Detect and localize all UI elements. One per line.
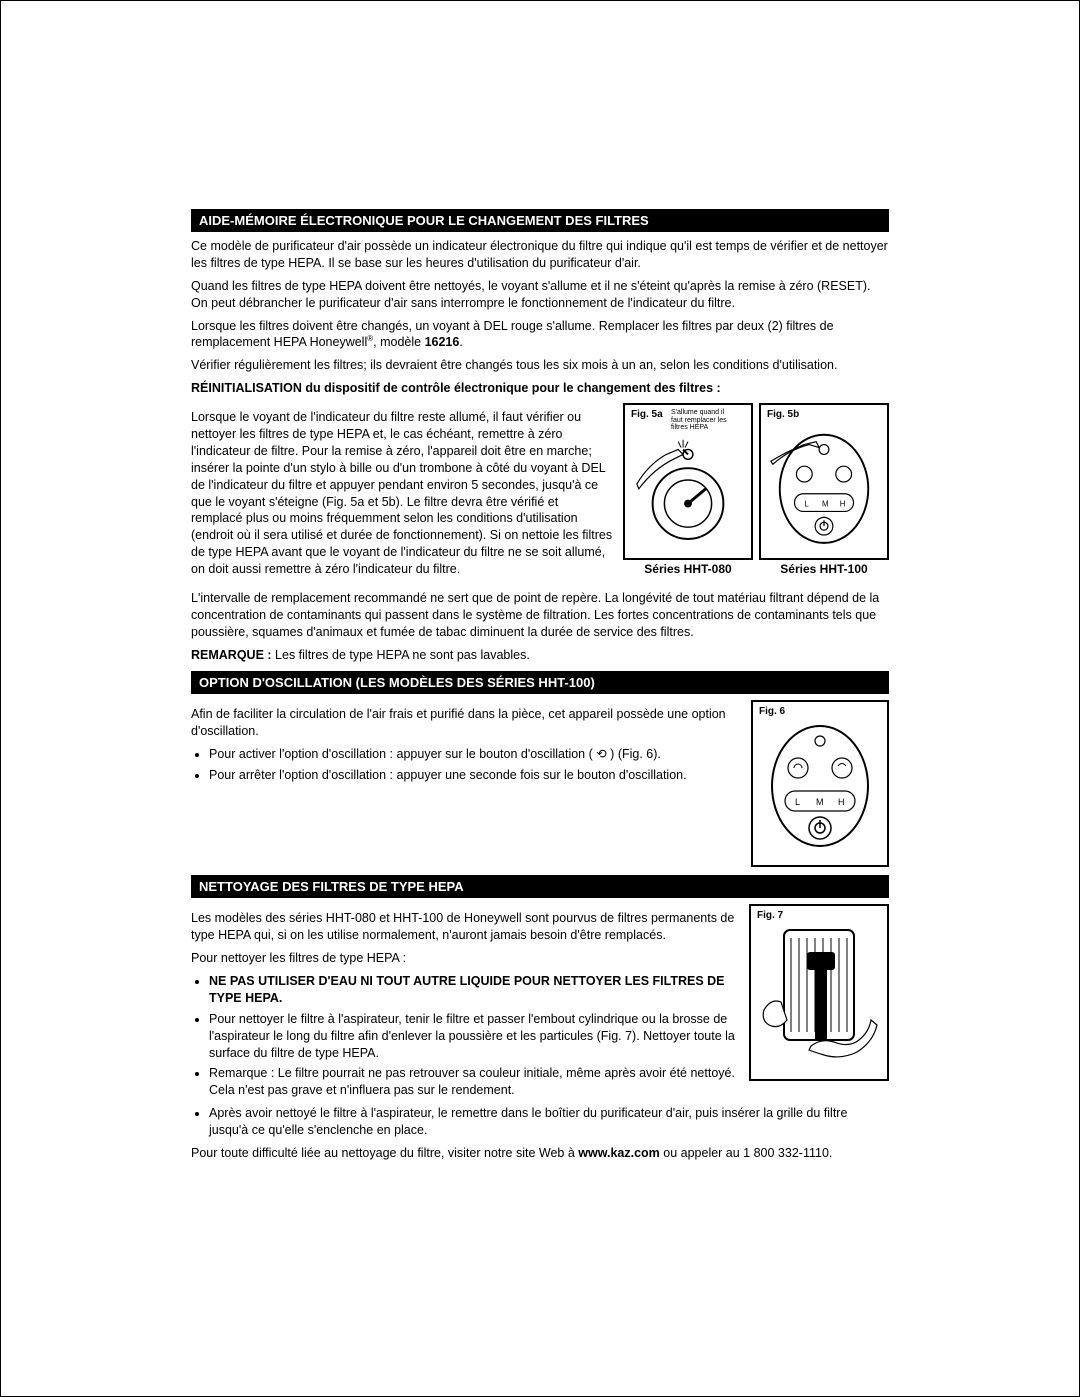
remark-label: REMARQUE :: [191, 648, 272, 662]
text: Lorsque les filtres doivent être changés…: [191, 319, 834, 350]
model-number: 16216: [425, 336, 460, 350]
list-item-warning: NE PAS UTILISER D'EAU NI TOUT AUTRE LIQU…: [209, 973, 739, 1007]
paragraph: REMARQUE : Les filtres de type HEPA ne s…: [191, 647, 889, 664]
paragraph: Lorsque les filtres doivent être changés…: [191, 318, 889, 352]
section-header-oscillation: OPTION D'OSCILLATION (LES MODÈLES DES SÉ…: [191, 671, 889, 694]
figure-label: Fig. 7: [757, 910, 783, 921]
paragraph: Ce modèle de purificateur d'air possède …: [191, 238, 889, 272]
text: ou appeler au 1 800 332-1110.: [660, 1146, 833, 1160]
paragraph: Pour toute difficulté liée au nettoyage …: [191, 1145, 889, 1162]
cleaning-row: Les modèles des séries HHT-080 et HHT-10…: [191, 904, 889, 1103]
reset-instructions-row: Lorsque le voyant de l'indicateur du fil…: [191, 403, 889, 584]
figure-caption: Séries HHT-100: [759, 562, 889, 576]
section-header-cleaning: NETTOYAGE DES FILTRES DE TYPE HEPA: [191, 875, 889, 898]
paragraph: Quand les filtres de type HEPA doivent ê…: [191, 278, 889, 312]
section-header-filter-reminder: AIDE-MÉMOIRE ÉLECTRONIQUE POUR LE CHANGE…: [191, 209, 889, 232]
bullet-list-continued: Après avoir nettoyé le filtre à l'aspira…: [191, 1105, 889, 1139]
paragraph: Pour nettoyer les filtres de type HEPA :: [191, 950, 739, 967]
figure-5a: Fig. 5a S'allume quand il faut remplacer…: [623, 403, 753, 560]
text: .: [459, 336, 462, 350]
text: , modèle: [373, 336, 424, 350]
figure-6: Fig. 6 L M H: [751, 700, 889, 867]
paragraph: Les modèles des séries HHT-080 et HHT-10…: [191, 910, 739, 944]
control-panel-100-icon: L M H: [765, 409, 883, 549]
subheading-reset: RÉINITIALISATION du dispositif de contrô…: [191, 380, 889, 397]
list-item: Après avoir nettoyé le filtre à l'aspira…: [209, 1105, 889, 1139]
svg-text:L: L: [804, 500, 809, 509]
svg-text:H: H: [838, 797, 845, 807]
paragraph: Afin de faciliter la circulation de l'ai…: [191, 706, 741, 740]
list-item: Pour arrêter l'option d'oscillation : ap…: [209, 767, 741, 784]
figure-sublabel: S'allume quand il faut remplacer les fil…: [671, 409, 731, 431]
figure-5b: Fig. 5b L M H: [759, 403, 889, 560]
list-item: Remarque : Le filtre pourrait ne pas ret…: [209, 1065, 739, 1099]
svg-text:L: L: [795, 797, 800, 807]
paragraph: L'intervalle de remplacement recommandé …: [191, 590, 889, 641]
oscillation-row: Afin de faciliter la circulation de l'ai…: [191, 700, 889, 867]
figure-pair-5: Fig. 5a S'allume quand il faut remplacer…: [623, 403, 889, 576]
figure-label: Fig. 5a: [631, 409, 663, 420]
text: Les filtres de type HEPA ne sont pas lav…: [272, 648, 530, 662]
filter-vacuum-icon: [755, 910, 883, 1070]
bullet-list: Pour activer l'option d'oscillation : ap…: [191, 746, 741, 784]
list-item: Pour activer l'option d'oscillation : ap…: [209, 746, 741, 763]
svg-text:H: H: [840, 500, 846, 509]
figure-7: Fig. 7: [749, 904, 889, 1081]
figure-label: Fig. 6: [759, 706, 785, 717]
svg-text:M: M: [822, 500, 829, 509]
svg-text:M: M: [816, 797, 824, 807]
paragraph: Lorsque le voyant de l'indicateur du fil…: [191, 409, 613, 578]
figure-label: Fig. 5b: [767, 409, 799, 420]
list-item: Pour nettoyer le filtre à l'aspirateur, …: [209, 1011, 739, 1062]
manual-page: AIDE-MÉMOIRE ÉLECTRONIQUE POUR LE CHANGE…: [0, 0, 1080, 1397]
figure-caption: Séries HHT-080: [623, 562, 753, 576]
control-panel-oscillation-icon: L M H: [757, 706, 883, 856]
bullet-list: NE PAS UTILISER D'EAU NI TOUT AUTRE LIQU…: [191, 973, 739, 1099]
website-link: www.kaz.com: [578, 1146, 660, 1160]
text: Pour toute difficulté liée au nettoyage …: [191, 1146, 578, 1160]
paragraph: Vérifier régulièrement les filtres; ils …: [191, 357, 889, 374]
